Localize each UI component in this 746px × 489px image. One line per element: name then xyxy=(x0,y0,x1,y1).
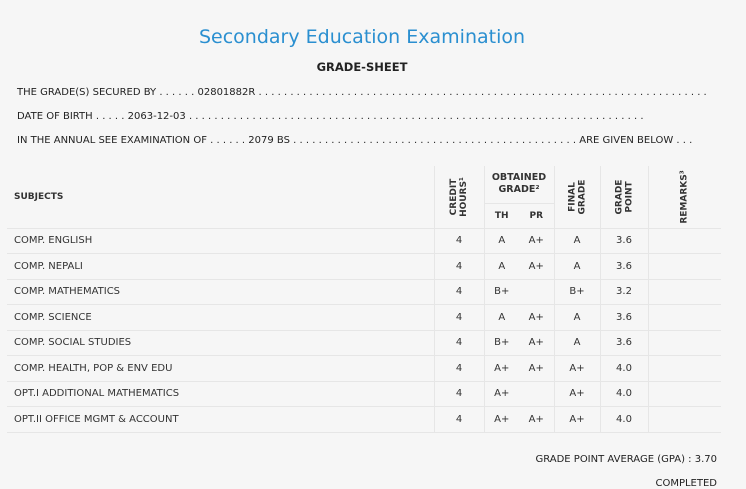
remarks xyxy=(647,279,721,305)
final-grade: A xyxy=(553,330,600,356)
credit-hours: 4 xyxy=(433,228,484,254)
subject-name: COMP. ENGLISH xyxy=(7,228,434,254)
final-grade: A xyxy=(553,228,600,254)
secured-by-label: THE GRADE(S) SECURED BY . . . . . . xyxy=(17,87,195,98)
table-row: COMP. NEPALI 4 A A+ A 3.6 xyxy=(7,253,721,280)
grade-point: 3.6 xyxy=(599,228,648,254)
page-title: Secondary Education Examination xyxy=(198,26,526,48)
subject-name: COMP. SOCIAL STUDIES xyxy=(7,330,434,356)
remarks xyxy=(647,304,721,331)
final-grade: A xyxy=(553,304,600,331)
gpa-value: 3.70 xyxy=(694,454,717,465)
subject-name: COMP. NEPALI xyxy=(7,253,434,280)
dob-label: DATE OF BIRTH . . . . . xyxy=(17,111,125,122)
exam-dots: . . . . . . . . . . . . . . . . . . . . … xyxy=(293,135,577,146)
header-pr: PR xyxy=(519,203,554,229)
practical-grade: A+ xyxy=(519,355,554,382)
practical-grade: A+ xyxy=(519,406,554,433)
credit-hours: 4 xyxy=(433,406,484,433)
remarks xyxy=(647,406,721,433)
table-row: OPT.I ADDITIONAL MATHEMATICS 4 A+ A+ 4.0 xyxy=(7,381,721,407)
dob-value: 2063-12-03 xyxy=(127,111,186,122)
page-subtitle: GRADE-SHEET xyxy=(316,60,408,74)
theory-grade: A xyxy=(483,304,519,331)
table-row: COMP. ENGLISH 4 A A+ A 3.6 xyxy=(7,228,721,254)
symbol-number: 02801882R xyxy=(197,87,256,98)
final-grade: B+ xyxy=(553,279,600,305)
subject-name: OPT.II OFFICE MGMT & ACCOUNT xyxy=(7,406,434,433)
grade-point: 4.0 xyxy=(599,381,648,407)
final-grade: A+ xyxy=(553,406,600,433)
practical-grade: A+ xyxy=(519,304,554,331)
grade-table: SUBJECTS CREDIT HOURS¹ OBTAINED GRADE² FIN… xyxy=(7,166,721,433)
table-row: COMP. MATHEMATICS 4 B+ B+ 3.2 xyxy=(7,279,721,305)
final-grade: A xyxy=(553,253,600,280)
header-credit-hours: CREDIT HOURS¹ xyxy=(433,166,484,229)
credit-hours: 4 xyxy=(433,330,484,356)
theory-grade: B+ xyxy=(483,330,519,356)
status-text: COMPLETED xyxy=(655,478,717,489)
theory-grade: A+ xyxy=(483,406,519,433)
exam-tail: ARE GIVEN BELOW . . . xyxy=(579,135,693,146)
grade-point: 3.6 xyxy=(599,253,648,280)
secured-by-dots: . . . . . . . . . . . . . . . . . . . . … xyxy=(258,87,707,98)
credit-hours: 4 xyxy=(433,381,484,407)
grade-point: 4.0 xyxy=(599,406,648,433)
final-grade: A+ xyxy=(553,381,600,407)
header-subjects: SUBJECTS xyxy=(7,166,434,229)
remarks xyxy=(647,355,721,382)
theory-grade: B+ xyxy=(483,279,519,305)
table-row: COMP. HEALTH, POP & ENV EDU 4 A+ A+ A+ 4… xyxy=(7,355,721,382)
subject-name: COMP. SCIENCE xyxy=(7,304,434,331)
grade-point: 3.6 xyxy=(599,330,648,356)
practical-grade xyxy=(519,279,554,305)
credit-hours: 4 xyxy=(433,355,484,382)
header-final-grade: FINAL GRADE xyxy=(553,166,600,229)
header-th: TH xyxy=(483,203,519,229)
table-row: COMP. SOCIAL STUDIES 4 B+ A+ A 3.6 xyxy=(7,330,721,356)
practical-grade: A+ xyxy=(519,330,554,356)
remarks xyxy=(647,228,721,254)
practical-grade: A+ xyxy=(519,228,554,254)
table-row: OPT.II OFFICE MGMT & ACCOUNT 4 A+ A+ A+ … xyxy=(7,406,721,433)
exam-year: 2079 BS xyxy=(248,135,290,146)
theory-grade: A+ xyxy=(483,355,519,382)
final-grade: A+ xyxy=(553,355,600,382)
grade-point: 4.0 xyxy=(599,355,648,382)
theory-grade: A xyxy=(483,228,519,254)
remarks xyxy=(647,330,721,356)
exam-line: IN THE ANNUAL SEE EXAMINATION OF . . . .… xyxy=(17,135,692,146)
practical-grade: A+ xyxy=(519,253,554,280)
subject-name: OPT.I ADDITIONAL MATHEMATICS xyxy=(7,381,434,407)
subject-name: COMP. MATHEMATICS xyxy=(7,279,434,305)
remarks xyxy=(647,253,721,280)
theory-grade: A+ xyxy=(483,381,519,407)
secured-by-line: THE GRADE(S) SECURED BY . . . . . . 0280… xyxy=(17,87,707,98)
practical-grade xyxy=(519,381,554,407)
credit-hours: 4 xyxy=(433,279,484,305)
theory-grade: A xyxy=(483,253,519,280)
remarks xyxy=(647,381,721,407)
table-row: COMP. SCIENCE 4 A A+ A 3.6 xyxy=(7,304,721,331)
gpa-summary: GRADE POINT AVERAGE (GPA) : 3.70 xyxy=(535,454,717,465)
header-obtained-grade: OBTAINED GRADE² xyxy=(483,166,554,204)
credit-hours: 4 xyxy=(433,253,484,280)
dob-dots: . . . . . . . . . . . . . . . . . . . . … xyxy=(188,111,644,122)
header-grade-point: GRADE POINT xyxy=(599,166,648,229)
credit-hours: 4 xyxy=(433,304,484,331)
subject-name: COMP. HEALTH, POP & ENV EDU xyxy=(7,355,434,382)
gpa-label: GRADE POINT AVERAGE (GPA) : xyxy=(535,454,692,465)
grade-point: 3.6 xyxy=(599,304,648,331)
dob-line: DATE OF BIRTH . . . . . 2063-12-03 . . .… xyxy=(17,111,644,122)
header-remarks: REMARKS³ xyxy=(647,166,721,229)
grade-point: 3.2 xyxy=(599,279,648,305)
exam-label: IN THE ANNUAL SEE EXAMINATION OF . . . .… xyxy=(17,135,246,146)
